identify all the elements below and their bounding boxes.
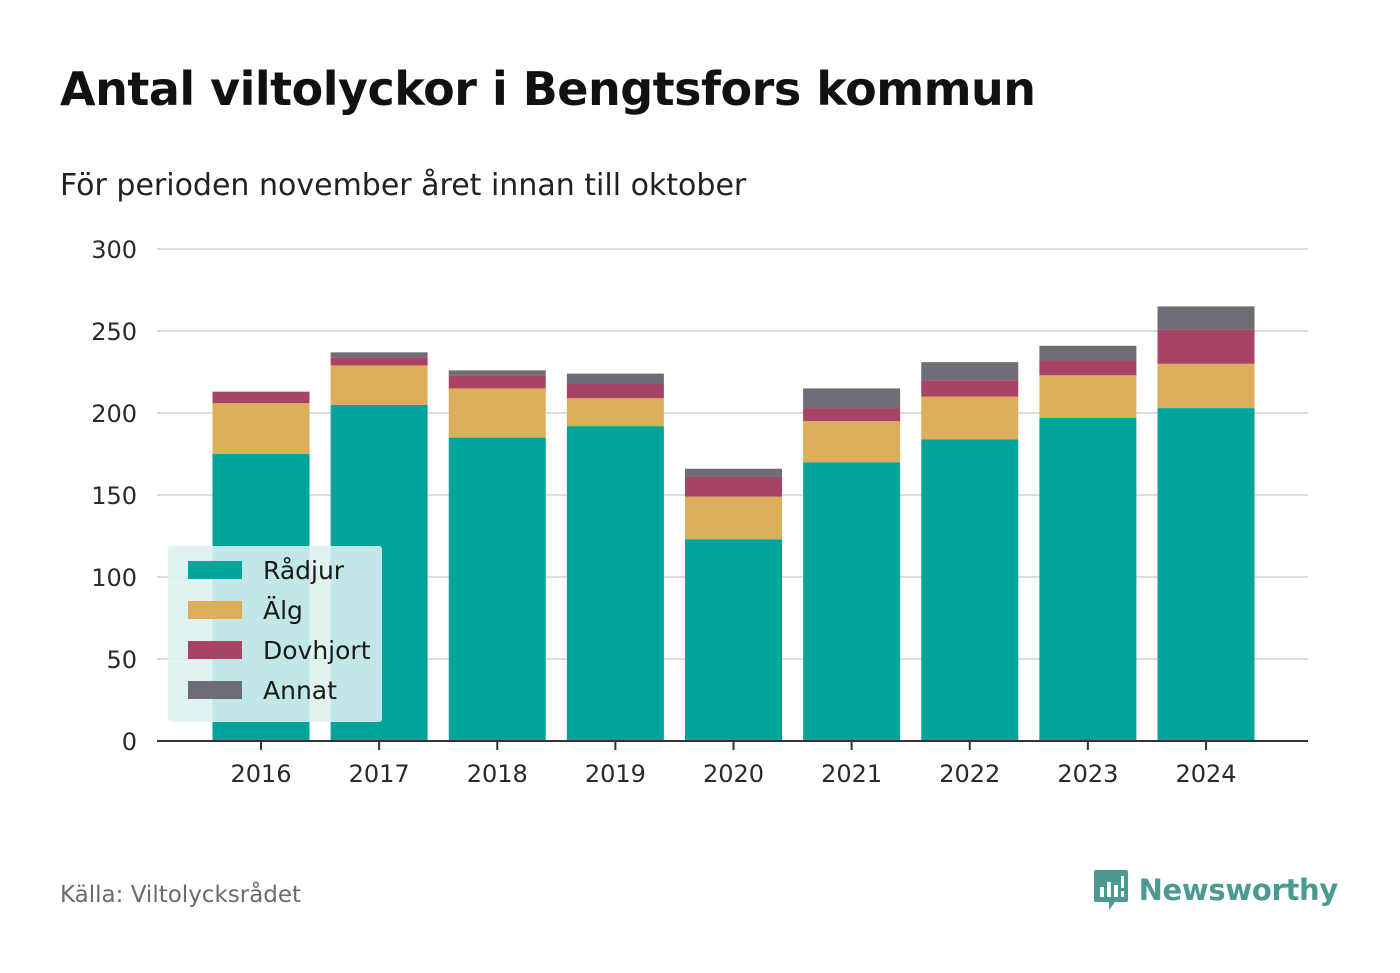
legend-label: Annat bbox=[263, 675, 337, 705]
bar-segment-r-djur-2022 bbox=[921, 439, 1019, 741]
y-tick-label: 250 bbox=[91, 318, 137, 346]
y-tick-label: 300 bbox=[91, 236, 137, 264]
bar-segment-annat-2019 bbox=[566, 373, 664, 384]
y-tick-label: 200 bbox=[91, 400, 137, 428]
x-axis: 2016 2017 2018 2019 2020 2021 2022 2023 2024 bbox=[157, 740, 1308, 788]
bar-segment--lg-2019 bbox=[566, 398, 664, 427]
bar-segment-r-djur-2023 bbox=[1039, 417, 1137, 741]
legend-label: Dovhjort bbox=[263, 635, 371, 665]
legend-item: Rådjur bbox=[188, 555, 344, 585]
legend-label: Rådjur bbox=[263, 555, 345, 585]
x-tick-label: 2022 bbox=[939, 760, 1000, 788]
y-tick-label: 0 bbox=[122, 728, 137, 756]
bar-segment-dovhjort-2023 bbox=[1039, 360, 1137, 376]
y-axis-ticks: 0 50 100 150 200 250 300 bbox=[91, 236, 137, 756]
legend-swatch bbox=[188, 681, 242, 699]
bar-segment--lg-2018 bbox=[448, 388, 546, 438]
source-note: Källa: Viltolycksrådet bbox=[60, 882, 302, 908]
chart-title: Antal viltolyckor i Bengtsfors kommun bbox=[60, 62, 1036, 116]
bar-segment-r-djur-2020 bbox=[685, 539, 782, 741]
legend-swatch bbox=[188, 641, 242, 659]
x-tick-label: 2021 bbox=[821, 760, 882, 788]
bar-segment-dovhjort-2021 bbox=[803, 408, 901, 422]
bar-segment--lg-2022 bbox=[921, 396, 1019, 440]
legend-item: Annat bbox=[188, 675, 337, 705]
bar-segment-annat-2022 bbox=[921, 362, 1019, 381]
y-tick-label: 50 bbox=[106, 646, 137, 674]
legend-item: Älg bbox=[188, 595, 303, 625]
x-tick-label: 2024 bbox=[1175, 760, 1236, 788]
bar-segment-r-djur-2021 bbox=[803, 462, 901, 741]
x-tick-label: 2023 bbox=[1057, 760, 1118, 788]
bar-segment-annat-2024 bbox=[1157, 306, 1255, 330]
legend-swatch bbox=[188, 601, 242, 619]
bar-segment-annat-2018 bbox=[448, 370, 546, 376]
bar-segment-annat-2020 bbox=[685, 468, 782, 477]
legend: Rådjur Älg Dovhjort Annat bbox=[168, 546, 382, 722]
legend-label: Älg bbox=[263, 595, 303, 625]
bar-segment-dovhjort-2016 bbox=[212, 391, 310, 404]
bar-segment-annat-2023 bbox=[1039, 345, 1137, 361]
x-tick-label: 2020 bbox=[703, 760, 764, 788]
bar-segment-dovhjort-2024 bbox=[1157, 329, 1255, 364]
bar-segment--lg-2021 bbox=[803, 421, 901, 463]
x-tick-label: 2017 bbox=[349, 760, 410, 788]
bar-segment-r-djur-2024 bbox=[1157, 408, 1255, 741]
bar-segment--lg-2024 bbox=[1157, 363, 1255, 409]
bar-segment-annat-2021 bbox=[803, 388, 901, 409]
bar-segment--lg-2023 bbox=[1039, 375, 1137, 418]
x-tick-label: 2016 bbox=[230, 760, 291, 788]
newsworthy-logo-icon bbox=[1093, 870, 1128, 910]
bar-segment-dovhjort-2022 bbox=[921, 380, 1019, 397]
legend-swatch bbox=[188, 561, 242, 579]
brand-logo: Newsworthy bbox=[1093, 868, 1338, 912]
bar-segment--lg-2017 bbox=[330, 365, 428, 405]
y-tick-label: 150 bbox=[91, 482, 137, 510]
bar-segment-r-djur-2018 bbox=[448, 437, 546, 741]
bar-segment--lg-2016 bbox=[212, 403, 310, 454]
bar-segment-dovhjort-2017 bbox=[330, 357, 428, 366]
bar-segment-annat-2017 bbox=[330, 352, 428, 358]
brand-name: Newsworthy bbox=[1138, 873, 1339, 907]
bar-segment--lg-2020 bbox=[685, 496, 782, 540]
y-tick-label: 100 bbox=[91, 564, 137, 592]
x-tick-label: 2019 bbox=[585, 760, 646, 788]
bar-segment-r-djur-2019 bbox=[566, 426, 664, 741]
legend-item: Dovhjort bbox=[188, 635, 371, 665]
chart-subtitle: För perioden november året innan till ok… bbox=[60, 168, 747, 203]
bar-segment-dovhjort-2019 bbox=[566, 383, 664, 399]
x-tick-label: 2018 bbox=[467, 760, 528, 788]
bar-segment-dovhjort-2018 bbox=[448, 375, 546, 389]
bar-segment-dovhjort-2020 bbox=[685, 476, 782, 497]
